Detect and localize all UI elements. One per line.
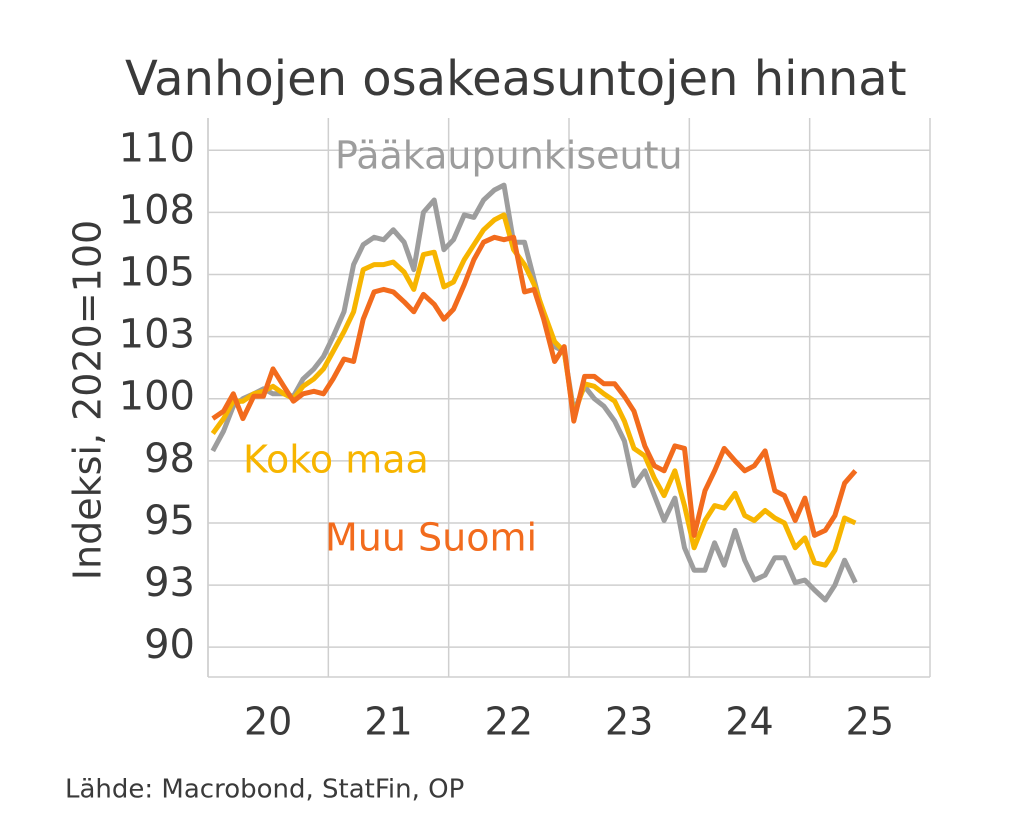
y-tick-label: 93 <box>144 560 195 606</box>
x-tick-label: 25 <box>846 700 894 744</box>
series-line <box>211 234 858 538</box>
source: Lähde: Macrobond, StatFin, OP <box>65 775 464 805</box>
series-line <box>210 212 857 568</box>
chart-title: Vanhojen osakeasuntojen hinnat <box>125 51 907 107</box>
y-tick-label: 90 <box>144 622 195 668</box>
y-axis-label: Indeksi, 2020=100 <box>66 220 110 580</box>
x-tick-label: 24 <box>725 700 773 744</box>
y-tick-label: 100 <box>119 374 195 420</box>
y-tick-label: 108 <box>119 187 195 233</box>
y-tick-label: 98 <box>144 436 195 482</box>
x-tick-label: 22 <box>485 700 533 744</box>
x-tick-label: 23 <box>605 700 653 744</box>
y-tick-label: 95 <box>144 498 195 544</box>
x-tick-label: 20 <box>244 700 292 744</box>
y-tick-label: 103 <box>119 312 195 358</box>
series-label: Muu Suomi <box>325 516 537 560</box>
y-tick-label: 110 <box>119 125 195 171</box>
y-tick-label: 105 <box>119 250 195 296</box>
x-tick-label: 21 <box>364 700 412 744</box>
series-label: Koko maa <box>243 438 429 482</box>
series-label: Pääkaupunkiseutu <box>335 134 683 178</box>
